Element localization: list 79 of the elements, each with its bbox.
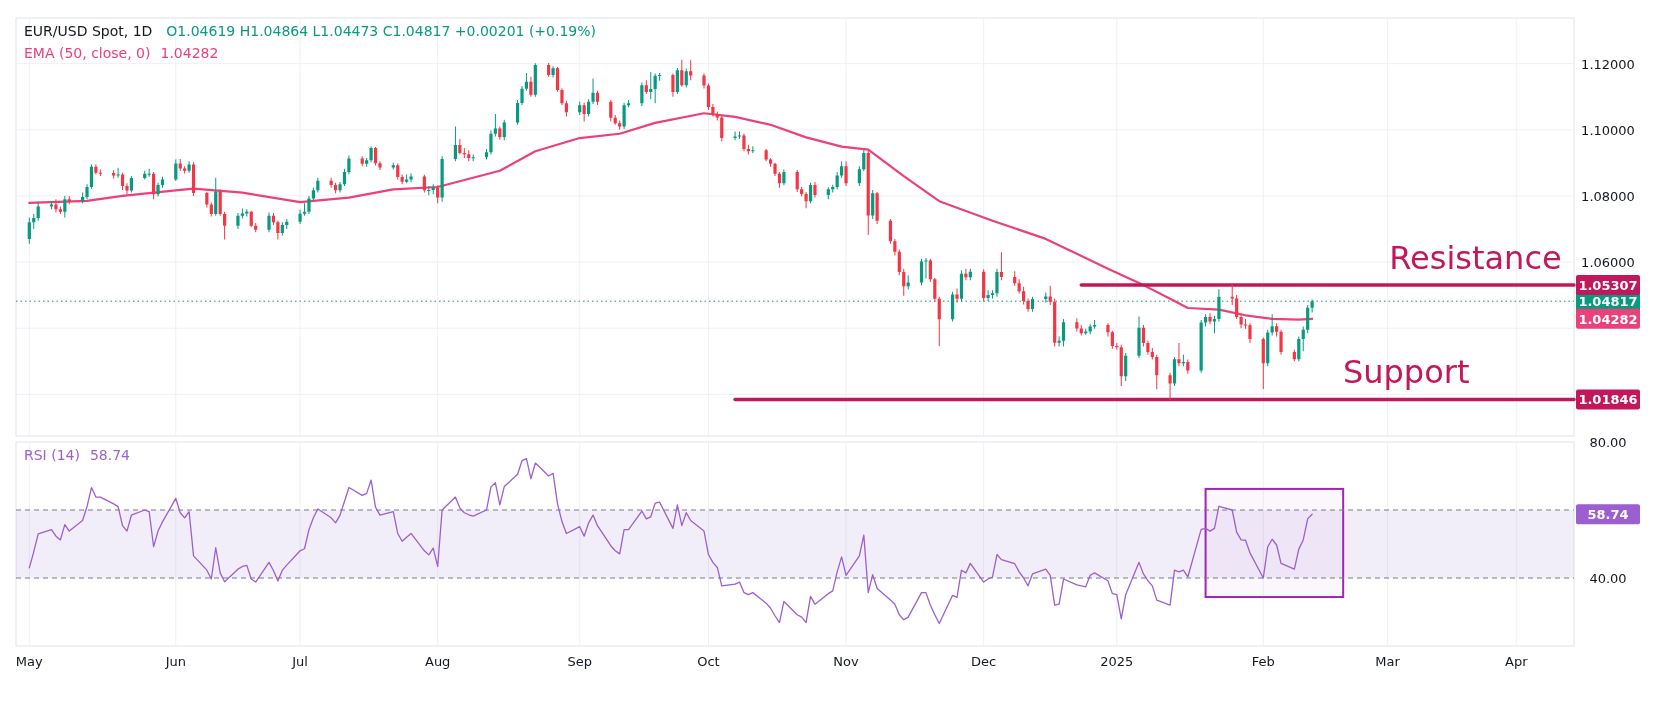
candlestick — [409, 173, 413, 183]
candlestick — [427, 185, 431, 196]
candlestick — [955, 288, 959, 303]
candlestick — [116, 167, 120, 178]
series-label: RSI (14) — [24, 447, 80, 463]
x-tick-label: Apr — [1505, 654, 1529, 669]
candlestick — [307, 195, 311, 215]
candlestick — [924, 258, 928, 279]
candlestick — [489, 130, 493, 155]
x-tick-label: 2025 — [1100, 654, 1134, 669]
candlestick — [1208, 313, 1212, 325]
y-tick-label: 1.12000 — [1581, 56, 1635, 72]
candlestick — [742, 133, 746, 152]
candlestick — [1279, 329, 1283, 355]
candlestick — [591, 78, 595, 104]
data-label: 1.05307 — [1578, 277, 1638, 293]
candlestick — [236, 213, 240, 229]
candlestick — [298, 209, 302, 225]
y-tick-label: 80.00 — [1589, 435, 1627, 450]
candlestick — [520, 86, 524, 105]
text: 1.04282 — [1578, 311, 1638, 327]
candlestick — [1137, 316, 1141, 358]
candlestick — [85, 184, 89, 200]
candlestick — [658, 72, 662, 81]
y-tick-label: 1.08000 — [1581, 188, 1635, 204]
candlestick — [378, 161, 382, 171]
candlestick — [147, 168, 151, 177]
candlestick — [1106, 323, 1110, 337]
x-tick-label: Jun — [164, 654, 186, 669]
data-label: 1.01846 — [1578, 392, 1638, 408]
annotation: 1.04282 — [160, 45, 219, 61]
candlestick — [1026, 298, 1030, 312]
candlestick — [995, 268, 999, 297]
line-series — [28, 112, 1314, 321]
candlestick — [267, 212, 271, 233]
text: EMA (50, close, 0) — [24, 45, 151, 61]
chart-title: EUR/USD Spot, 1D — [24, 23, 153, 39]
y-tick-label: 1.10000 — [1581, 122, 1635, 138]
candlestick — [405, 174, 409, 184]
x-tick-label: Oct — [697, 654, 720, 669]
candlestick — [737, 131, 742, 140]
candlestick — [551, 66, 555, 78]
candlestick — [347, 155, 351, 175]
candlestick — [813, 182, 817, 198]
candlestick — [98, 169, 102, 177]
candlestick — [751, 146, 755, 153]
candlestick — [156, 182, 160, 197]
chart-subtitle: O1.04619 H1.04864 L1.04473 C1.04817 +0.00201 (+0.19%) — [166, 23, 597, 39]
series-label: Support — [1342, 353, 1470, 392]
x-tick-label: Nov — [833, 654, 860, 669]
candlestick — [1168, 372, 1172, 401]
candlestick — [782, 169, 786, 186]
x-tick-label: Dec — [971, 654, 997, 669]
x-tick-label: Aug — [424, 654, 451, 669]
candlestick — [240, 208, 244, 219]
x-tick-label: Sep — [567, 654, 592, 669]
candlestick — [1248, 323, 1252, 344]
candlestick — [804, 191, 808, 209]
candlestick — [369, 146, 373, 163]
candlestick — [1177, 343, 1181, 367]
text: 58.74 — [1587, 507, 1629, 523]
candlestick — [773, 162, 777, 177]
candlestick — [733, 131, 737, 141]
series-label: Resistance — [1389, 238, 1562, 277]
candlestick — [560, 88, 564, 105]
x-tick-label: May — [15, 654, 44, 669]
y-tick-label: 40.00 — [1589, 571, 1627, 586]
x-tick-label: Mar — [1375, 654, 1401, 669]
candlestick — [338, 182, 342, 193]
candlestick — [1093, 319, 1097, 329]
candlestick — [671, 73, 675, 97]
x-tick-label: Jul — [291, 654, 308, 669]
candlestick — [125, 183, 129, 195]
candlestick — [1239, 314, 1243, 329]
annotation: 58.74 — [89, 447, 131, 463]
candlestick — [844, 161, 848, 186]
ref-line-label: 1.04817 — [1578, 294, 1638, 310]
y-tick-label: 1.06000 — [1581, 255, 1635, 271]
x-tick-label: Feb — [1251, 654, 1275, 669]
